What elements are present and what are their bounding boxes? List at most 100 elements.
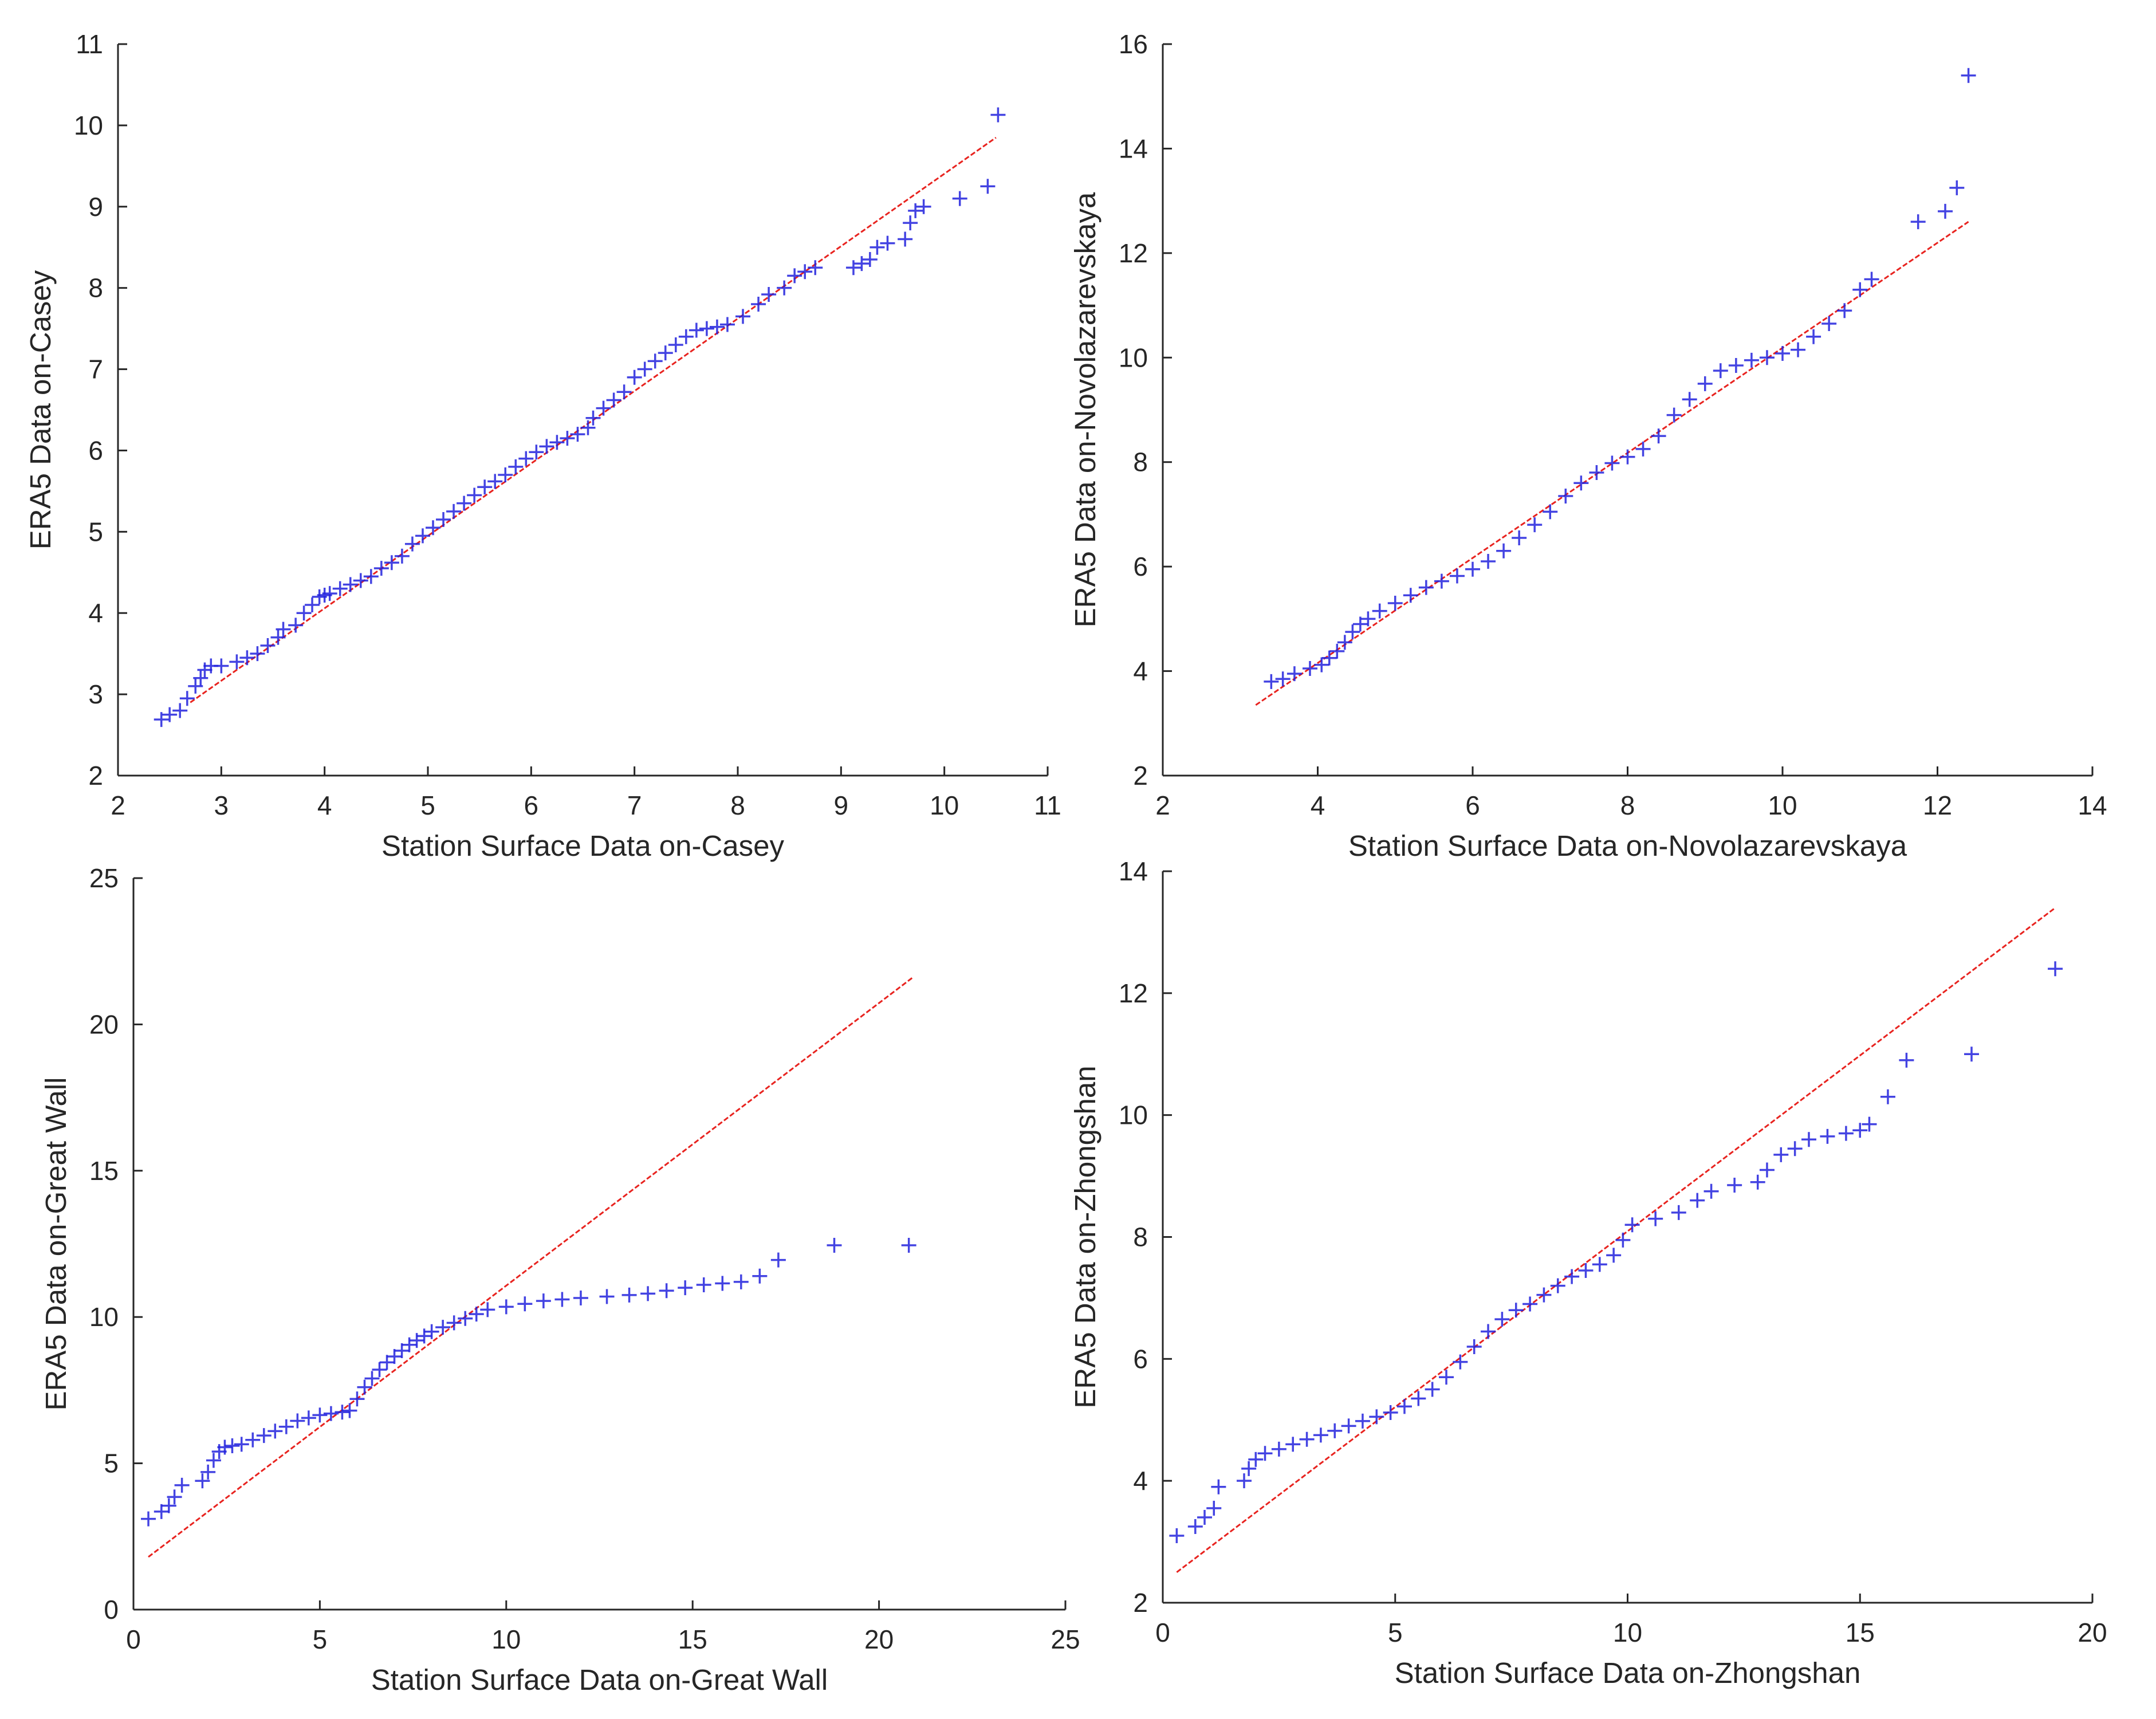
data-point <box>678 1280 693 1296</box>
x-tick-label: 4 <box>317 790 332 820</box>
data-point <box>599 1289 615 1304</box>
data-point <box>335 1405 350 1420</box>
data-point <box>1852 282 1868 297</box>
data-point <box>1536 1287 1552 1303</box>
data-point <box>1352 616 1368 632</box>
y-axis-label: ERA5 Data on-Zhongshan <box>1069 1065 1101 1408</box>
y-axis-label: ERA5 Data on-Great Wall <box>40 1077 72 1411</box>
y-tick-label: 5 <box>88 517 103 546</box>
data-point <box>260 638 276 653</box>
data-point <box>436 512 451 528</box>
y-tick-label: 2 <box>1133 761 1148 790</box>
data-point <box>1899 1052 1914 1068</box>
data-point <box>342 1403 357 1418</box>
x-tick-label: 20 <box>2078 1618 2107 1647</box>
y-tick-label: 10 <box>1119 1100 1148 1130</box>
y-tick-label: 20 <box>89 1009 119 1039</box>
data-point <box>1573 475 1589 491</box>
data-point <box>288 617 304 633</box>
data-point <box>1759 1162 1775 1178</box>
data-point <box>193 670 208 686</box>
x-tick-label: 15 <box>1846 1618 1875 1647</box>
data-point <box>1187 1519 1203 1534</box>
data-point <box>1964 1047 1980 1062</box>
data-point <box>1275 671 1291 687</box>
x-tick-label: 2 <box>111 790 125 820</box>
data-point <box>1651 428 1666 444</box>
data-point <box>898 231 913 247</box>
data-point <box>206 1453 221 1468</box>
y-tick-label: 5 <box>104 1449 119 1478</box>
y-tick-label: 12 <box>1119 978 1148 1008</box>
y-tick-label: 0 <box>104 1595 119 1624</box>
y-tick-label: 6 <box>1133 1344 1148 1374</box>
x-tick-label: 0 <box>1155 1618 1170 1647</box>
data-point <box>256 1428 272 1443</box>
data-point <box>1791 342 1806 357</box>
data-point <box>1248 1451 1264 1467</box>
data-point <box>188 678 203 694</box>
data-point <box>585 410 601 426</box>
data-point <box>536 1293 551 1309</box>
data-point <box>1727 1178 1742 1193</box>
data-point <box>229 654 245 670</box>
data-point <box>688 322 704 338</box>
data-point <box>1713 363 1728 379</box>
data-point <box>1481 1324 1496 1339</box>
data-point <box>797 264 813 280</box>
data-point <box>1264 674 1279 689</box>
data-point <box>560 431 575 446</box>
x-tick-label: 11 <box>1034 790 1061 820</box>
data-point <box>353 573 368 588</box>
data-point <box>606 392 621 408</box>
data-point <box>234 1437 249 1452</box>
x-tick-label: 5 <box>1388 1618 1403 1647</box>
data-point <box>1606 1248 1622 1263</box>
data-point <box>1624 1217 1640 1233</box>
y-tick-label: 14 <box>1119 856 1148 886</box>
data-point <box>580 420 596 435</box>
data-point <box>699 321 714 336</box>
data-point <box>446 1315 462 1331</box>
data-point <box>1345 624 1360 640</box>
data-point <box>862 252 878 268</box>
data-point <box>1465 561 1480 577</box>
x-tick-label: 0 <box>126 1624 141 1654</box>
data-point <box>1508 1303 1524 1318</box>
data-point <box>1313 1427 1328 1443</box>
x-tick-label: 2 <box>1155 790 1170 820</box>
y-tick-label: 10 <box>89 1302 119 1332</box>
data-point <box>364 1371 380 1386</box>
data-point <box>549 435 565 450</box>
data-point <box>1690 1193 1705 1208</box>
data-point <box>446 503 462 519</box>
data-point <box>715 1276 730 1291</box>
data-point <box>312 1407 328 1423</box>
data-point <box>1671 1205 1686 1220</box>
data-point <box>322 586 337 601</box>
x-tick-label: 12 <box>1923 790 1952 820</box>
x-tick-label: 5 <box>420 790 435 820</box>
data-point <box>245 1432 261 1447</box>
x-tick-label: 15 <box>678 1624 707 1654</box>
x-axis-label: Station Surface Data on-Casey <box>381 829 785 862</box>
data-point <box>1512 530 1527 545</box>
data-point <box>1697 376 1713 391</box>
x-tick-label: 10 <box>1613 1618 1642 1647</box>
x-axis-label: Station Surface Data on-Great Wall <box>371 1663 828 1696</box>
reference-line <box>1255 221 1969 706</box>
x-tick-label: 10 <box>930 790 959 820</box>
data-point <box>1271 1441 1286 1457</box>
chart-panel-casey: 2 3 4 5 6 7 8 9 10 11 2 3 4 5 6 7 8 9 10 11 Station Surface … <box>24 29 1061 862</box>
data-point <box>658 345 673 361</box>
data-point <box>1961 68 1976 83</box>
data-point <box>1564 1269 1580 1284</box>
data-point <box>637 361 652 377</box>
data-point <box>1285 1437 1301 1452</box>
x-tick-label: 6 <box>524 790 539 820</box>
data-point <box>1838 1126 1854 1141</box>
data-point <box>1372 603 1387 619</box>
data-point <box>394 548 410 564</box>
data-point <box>1314 657 1329 672</box>
data-point <box>1453 1354 1468 1370</box>
